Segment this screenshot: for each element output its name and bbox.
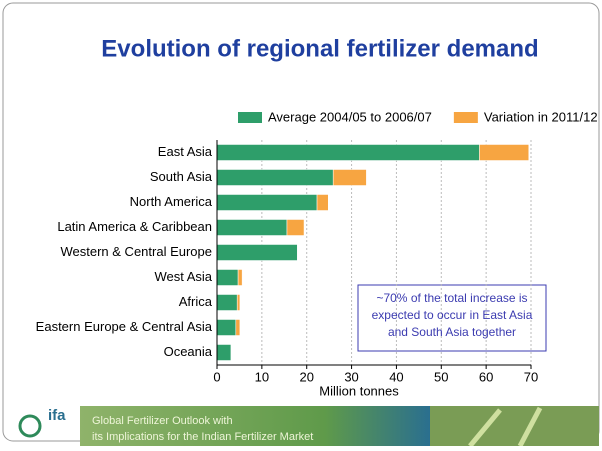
bar-segment xyxy=(217,245,297,261)
bar-segment xyxy=(217,220,287,236)
y-tick-label: East Asia xyxy=(158,144,213,159)
annotation-text: and South Asia together xyxy=(388,325,516,339)
legend-label: Variation in 2011/12 xyxy=(484,109,598,124)
bar-segment xyxy=(287,220,304,236)
y-tick-label: West Asia xyxy=(154,269,212,284)
bar-segment xyxy=(236,320,240,336)
y-tick-label: Western & Central Europe xyxy=(61,244,213,259)
x-axis-label: Million tonnes xyxy=(319,383,399,398)
bar-segment xyxy=(217,295,237,311)
footer-text: its Implications for the Indian Fertiliz… xyxy=(92,431,313,443)
y-tick-label: Africa xyxy=(179,294,213,309)
y-tick-label: Oceania xyxy=(164,344,213,359)
logo-text: ifa xyxy=(48,407,66,424)
y-tick-label: Eastern Europe & Central Asia xyxy=(36,319,213,334)
bar-segment xyxy=(217,170,333,186)
footer-text: Global Fertilizer Outlook with xyxy=(92,415,233,427)
chart-title: Evolution of regional fertilizer demand xyxy=(101,35,538,62)
legend-label: Average 2004/05 to 2006/07 xyxy=(268,109,432,124)
y-tick-label: Latin America & Caribbean xyxy=(57,219,212,234)
x-tick-label: 10 xyxy=(255,369,269,384)
legend-swatch xyxy=(238,112,262,123)
bar-segment xyxy=(217,345,231,361)
y-tick-label: North America xyxy=(130,194,213,209)
bar-segment xyxy=(217,145,479,161)
annotation-text: ~70% of the total increase is xyxy=(376,291,527,305)
y-tick-label: South Asia xyxy=(150,169,213,184)
bar-segment xyxy=(479,145,528,161)
bar-segment xyxy=(333,170,366,186)
x-tick-label: 30 xyxy=(344,369,358,384)
annotation-text: expected to occur in East Asia xyxy=(372,308,533,322)
bar-segment xyxy=(217,195,317,211)
footer-image xyxy=(430,406,599,446)
x-tick-label: 60 xyxy=(479,369,493,384)
bar-segment xyxy=(317,195,328,211)
x-tick-label: 40 xyxy=(389,369,403,384)
x-tick-label: 50 xyxy=(434,369,448,384)
x-tick-label: 0 xyxy=(213,369,220,384)
legend-swatch xyxy=(454,112,478,123)
x-tick-label: 70 xyxy=(524,369,538,384)
slide: Evolution of regional fertilizer demand … xyxy=(0,0,602,446)
bar-segment xyxy=(217,270,238,286)
bar-segment xyxy=(237,295,240,311)
x-tick-label: 20 xyxy=(299,369,313,384)
bar-segment xyxy=(217,320,236,336)
bar-segment xyxy=(238,270,242,286)
